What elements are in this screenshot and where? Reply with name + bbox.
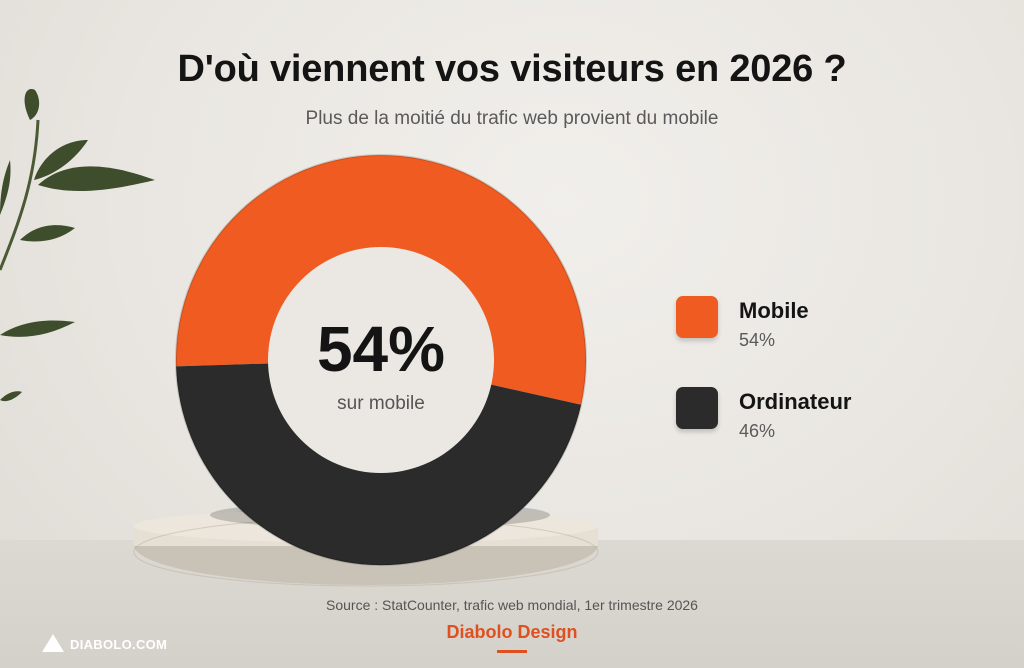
center-percentage: 54%	[316, 313, 446, 385]
chart-title: D'où viennent vos visiteurs en 2026 ?	[177, 48, 847, 90]
legend-swatch-mobile	[676, 296, 718, 338]
triangle-logo-icon	[42, 634, 64, 652]
donut-hole	[268, 247, 494, 473]
legend-label-ordinateur: Ordinateur	[739, 389, 852, 414]
legend-value-mobile: 54%	[739, 330, 776, 350]
donut-outline	[175, 154, 587, 566]
source-note: Source : StatCounter, trafic web mondial…	[326, 597, 698, 613]
logo-text: DIABOLO.COM	[70, 636, 168, 652]
brand-underline	[497, 650, 527, 653]
logo[interactable]: DIABOLO.COM	[42, 634, 167, 654]
legend-swatch-ordinateur	[676, 387, 718, 429]
chart-subtitle: Plus de la moitié du trafic web provient…	[305, 108, 719, 129]
plant-decoration	[0, 89, 155, 402]
brand-name[interactable]: Diabolo Design	[446, 622, 578, 642]
legend-value-ordinateur: 46%	[739, 421, 776, 441]
legend-label-mobile: Mobile	[739, 298, 809, 323]
center-label: sur mobile	[337, 393, 425, 414]
